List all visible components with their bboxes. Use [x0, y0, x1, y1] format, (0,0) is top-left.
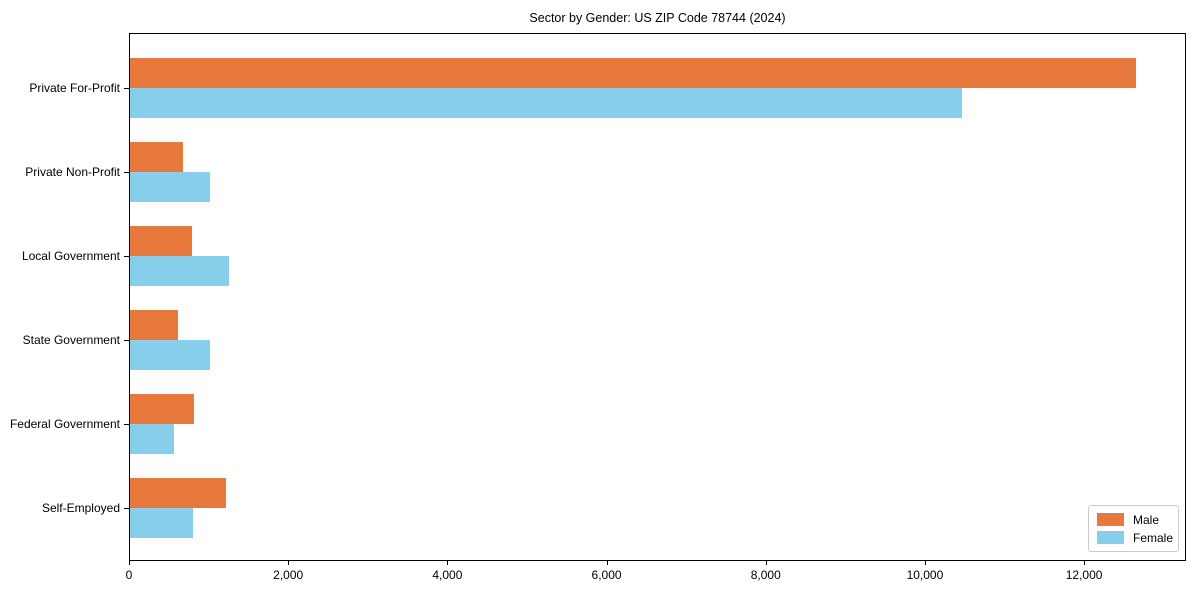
female-swatch — [1097, 531, 1124, 544]
bar-male-local-government — [130, 226, 192, 256]
bar-male-state-government — [130, 310, 178, 340]
bar-female-local-government — [130, 256, 229, 286]
ytick-label-self-employed: Self-Employed — [41, 501, 120, 515]
legend-label-female: Female — [1133, 530, 1174, 545]
xtick-mark — [129, 561, 130, 565]
xtick-label-6000: 6,000 — [591, 568, 622, 582]
legend-entry-male: Male — [1097, 513, 1178, 527]
legend-entry-female: Female — [1097, 531, 1178, 545]
bar-male-federal-government — [130, 394, 194, 424]
xtick-mark — [1084, 561, 1086, 565]
xtick-mark — [288, 561, 290, 565]
bar-female-private-non-profit — [130, 172, 210, 202]
bar-female-self-employed — [130, 508, 193, 538]
ytick-mark — [124, 508, 129, 509]
xtick-mark — [765, 561, 767, 565]
xtick-mark — [606, 561, 608, 565]
ytick-label-private-non-profit: Private Non-Profit — [25, 165, 120, 179]
ytick-mark — [124, 256, 129, 257]
bar-female-federal-government — [130, 424, 174, 454]
xtick-label-0: 0 — [125, 568, 133, 582]
ytick-mark — [124, 424, 129, 425]
male-swatch — [1097, 513, 1124, 526]
ytick-label-private-for-profit: Private For-Profit — [29, 81, 120, 95]
bar-male-private-for-profit — [130, 58, 1136, 88]
bar-male-private-non-profit — [130, 142, 183, 172]
xtick-label-12000: 12,000 — [1065, 568, 1103, 582]
xtick-label-10000: 10,000 — [906, 568, 944, 582]
legend: Male Female — [1088, 505, 1179, 552]
xtick-label-8000: 8,000 — [750, 568, 781, 582]
chart-title: Sector by Gender: US ZIP Code 78744 (202… — [529, 11, 786, 25]
xtick-label-2000: 2,000 — [273, 568, 304, 582]
xtick-mark — [447, 561, 449, 565]
ytick-label-state-government: State Government — [22, 333, 120, 347]
ytick-mark — [124, 172, 129, 173]
ytick-label-federal-government: Federal Government — [9, 417, 120, 431]
ytick-label-local-government: Local Government — [21, 249, 120, 263]
xtick-mark — [924, 561, 926, 565]
bar-female-private-for-profit — [130, 88, 962, 118]
plot-area — [129, 33, 1186, 561]
ytick-mark — [124, 88, 129, 89]
xtick-label-4000: 4,000 — [432, 568, 463, 582]
bar-male-self-employed — [130, 478, 226, 508]
bar-female-state-government — [130, 340, 210, 370]
legend-label-male: Male — [1133, 512, 1160, 527]
ytick-mark — [124, 340, 129, 341]
